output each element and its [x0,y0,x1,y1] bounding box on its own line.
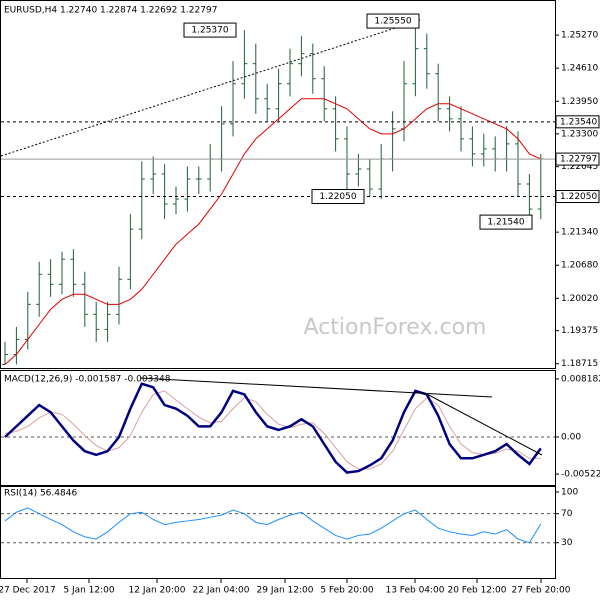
candle [47,259,54,297]
candle [241,30,248,99]
candle [446,96,453,132]
candle [275,68,282,122]
y-tick-label: 30 [561,538,573,548]
candle [36,261,43,317]
x-tick-label: 27 Dec 2017 [0,586,56,596]
trendline [0,19,421,157]
y-tick-label: -0.005223 [561,470,600,480]
y-tick-label: 1.21340 [561,228,598,238]
x-tick-label: 29 Jan 12:00 [257,586,314,596]
candle [332,96,339,152]
level-label: 1.23540 [560,117,597,127]
annotation-box [183,22,237,38]
y-tick-label: 1.24610 [561,64,598,74]
candle [287,48,293,97]
watermark: ActionForex.com [304,315,487,340]
rsi-title: RSI(14) 56.4846 [4,489,77,499]
x-tick-label: 20 Feb 12:00 [447,586,506,596]
y-tick-label: 1.22645 [561,162,598,172]
y-tick-label: 1.18715 [561,359,598,369]
annotation-box [366,13,420,29]
x-tick-label: 12 Jan 20:00 [129,586,186,596]
candle [309,43,316,94]
line-series [4,507,542,544]
macd-title: MACD(12,26,9) -0.001587 -0.003348 [4,375,171,385]
y-tick-label: 0.008182 [561,374,600,384]
candle [81,271,88,327]
annotation-box [311,189,365,205]
candle [412,21,419,97]
macd-panel [0,370,556,486]
candle [70,249,77,297]
candle [321,66,328,122]
y-tick-label: 0.00 [561,433,581,443]
candle [515,131,521,197]
y-tick-label: 70 [561,509,573,519]
x-tick-label: 13 Feb 04:00 [385,586,444,596]
y-tick-label: 1.20680 [561,261,598,271]
candle [480,133,487,167]
candle [458,106,464,152]
line-series [4,98,542,365]
line-series [4,382,542,474]
level-label-box [555,190,600,204]
candle [104,301,111,342]
candle [264,83,271,122]
chart-title: EURUSD,H4 1.22740 1.22874 1.22692 1.2279… [4,6,217,16]
candle [2,341,8,365]
y-tick-label: 1.19375 [561,326,598,336]
annotation-label: 1.22050 [319,192,356,202]
candle [161,163,168,220]
candle [116,266,122,325]
x-tick-label: 27 Feb 20:00 [511,586,570,596]
candle [469,126,476,167]
annotation-label: 1.25550 [374,17,411,27]
candle [435,63,442,122]
y-tick-label: 1.23300 [561,129,598,139]
candle [195,166,202,195]
candle [138,161,145,240]
candle [423,33,430,89]
candle [184,166,191,212]
candle [344,126,350,190]
rsi-panel [0,486,556,579]
trendline [139,377,493,398]
line-series [4,390,541,470]
candle [59,251,65,295]
y-tick-label: 1.20020 [561,294,598,304]
annotation-box [479,214,533,230]
candle [127,214,134,290]
candle [230,61,236,137]
last-price-label: 1.22797 [560,155,597,165]
candle [526,173,533,223]
candle [173,186,179,215]
trendline [424,392,543,456]
y-tick-label: 1.25270 [561,31,598,41]
y-tick-label: 1.23950 [561,97,598,107]
x-tick-label: 5 Feb 20:00 [320,586,374,596]
y-tick-label: 100 [561,487,578,497]
level-label: 1.22050 [560,192,597,202]
annotation-label: 1.21540 [487,218,524,228]
candle [298,36,305,77]
last-price-box [555,152,600,166]
candle [150,156,157,195]
x-tick-label: 22 Jan 04:00 [193,586,250,596]
annotation-label: 1.25370 [191,26,228,36]
main-panel [0,0,556,369]
candle [252,43,259,114]
x-tick-label: 5 Jan 12:00 [63,586,115,596]
candle [366,158,373,197]
candle [93,301,100,342]
level-label-box [555,115,600,129]
